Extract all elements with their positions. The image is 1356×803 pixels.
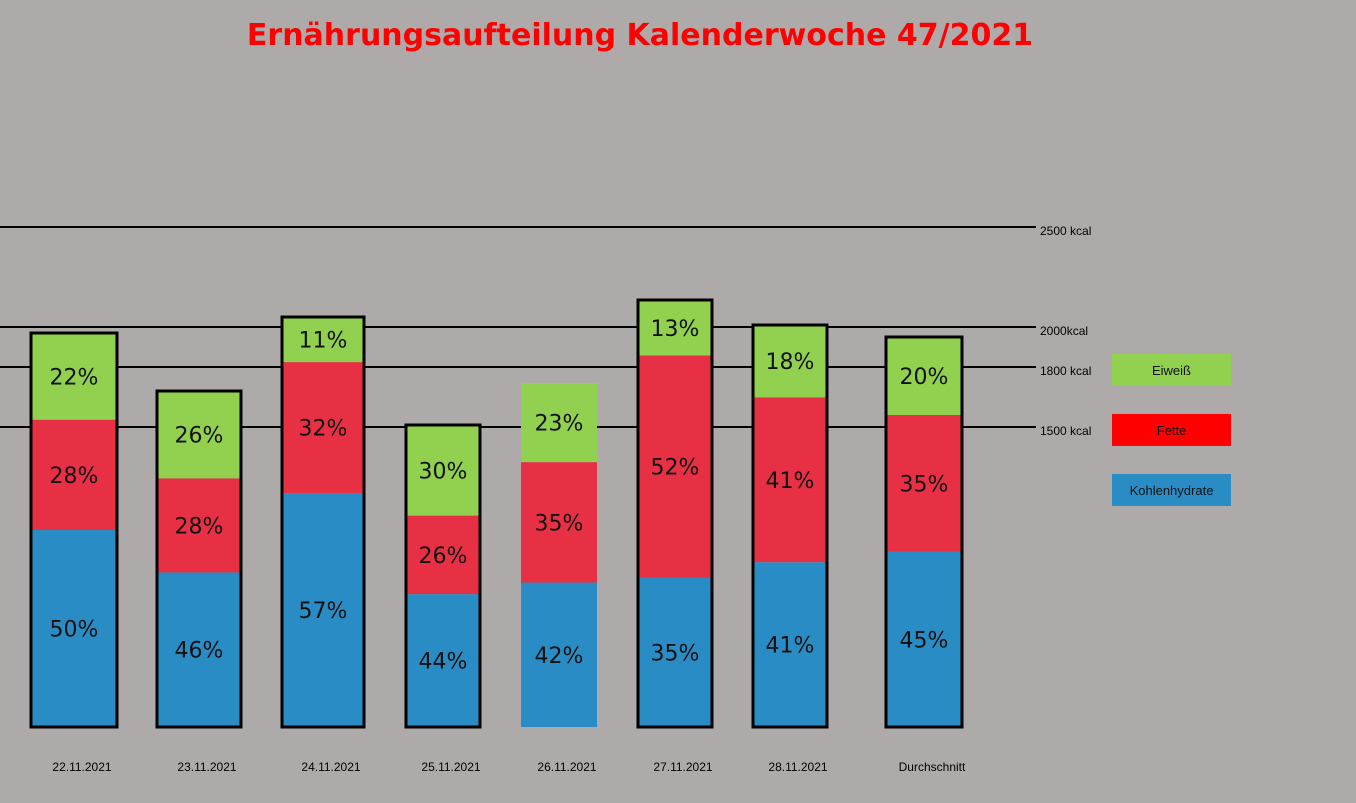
- data-label: 28%: [175, 514, 224, 539]
- reference-label-2500: 2500 kcal: [1040, 224, 1091, 238]
- bar-segment-eiweiß: [31, 333, 117, 420]
- legend-item-eiweiß: Eiweiß: [1112, 354, 1231, 386]
- legend-item-kohlenhydrate: Kohlenhydrate: [1112, 474, 1231, 506]
- bar-outline: [636, 298, 714, 729]
- bar-segment-eiweiß: [406, 425, 480, 516]
- data-label: 13%: [651, 317, 700, 342]
- reference-label-1500: 1500 kcal: [1040, 424, 1091, 438]
- bar-segment-kohlenhydrate: [638, 577, 712, 727]
- bar-segment-kohlenhydrate: [282, 493, 364, 727]
- data-label: 46%: [175, 639, 224, 664]
- bar-segment-kohlenhydrate: [31, 530, 117, 727]
- bar-outline: [280, 315, 366, 729]
- bar-segment-fette: [886, 415, 962, 552]
- bar-segment-kohlenhydrate: [157, 572, 241, 727]
- bar-segment-fette: [521, 462, 597, 583]
- bar-outline: [884, 335, 964, 729]
- category-label: 27.11.2021: [653, 760, 712, 774]
- bar-segment-eiweiß: [886, 337, 962, 415]
- bar-segment-kohlenhydrate: [406, 594, 480, 727]
- data-label: 44%: [419, 650, 468, 675]
- bar-segment-fette: [157, 478, 241, 573]
- bar-segment-fette: [753, 397, 827, 563]
- category-label: 24.11.2021: [301, 760, 360, 774]
- data-label: 18%: [766, 350, 815, 375]
- category-label: Durchschnitt: [899, 760, 966, 774]
- data-label: 23%: [535, 412, 584, 437]
- category-label: 26.11.2021: [537, 760, 596, 774]
- data-label: 32%: [299, 417, 348, 442]
- data-label: 41%: [766, 469, 815, 494]
- data-label: 41%: [766, 634, 815, 659]
- data-label: 26%: [175, 424, 224, 449]
- data-label: 35%: [651, 641, 700, 666]
- data-label: 28%: [50, 464, 99, 489]
- bar-segment-fette: [282, 362, 364, 494]
- bar-segment-eiweiß: [638, 300, 712, 356]
- data-label: 22%: [50, 365, 99, 390]
- legend-item-fette: Fette: [1112, 414, 1231, 446]
- data-label: 50%: [50, 618, 99, 643]
- bar-outline: [751, 323, 829, 729]
- data-label: 57%: [299, 599, 348, 624]
- data-label: 30%: [419, 459, 468, 484]
- data-label: 42%: [535, 644, 584, 669]
- bar-segment-kohlenhydrate: [886, 551, 962, 727]
- bar-segment-eiweiß: [753, 325, 827, 398]
- bar-segment-fette: [406, 515, 480, 595]
- data-label: 26%: [419, 544, 468, 569]
- data-label: 35%: [900, 472, 949, 497]
- bar-segment-fette: [31, 419, 117, 530]
- data-label: 35%: [535, 511, 584, 536]
- category-label: 23.11.2021: [177, 760, 236, 774]
- chart-title: Ernährungsaufteilung Kalenderwoche 47/20…: [246, 18, 1034, 53]
- data-label: 45%: [900, 628, 949, 653]
- bar-outline: [155, 389, 243, 729]
- data-label: 11%: [299, 329, 348, 354]
- bar-segment-fette: [638, 355, 712, 578]
- data-label: 52%: [651, 456, 700, 481]
- reference-label-2000: 2000kcal: [1040, 324, 1088, 338]
- bar-segment-eiweiß: [157, 391, 241, 479]
- bar-segment-eiweiß: [521, 383, 597, 463]
- bar-segment-eiweiß: [282, 317, 364, 363]
- data-label: 20%: [900, 365, 949, 390]
- bar-outline: [29, 331, 119, 729]
- category-label: 28.11.2021: [768, 760, 827, 774]
- bar-segment-kohlenhydrate: [521, 582, 597, 727]
- bar-segment-kohlenhydrate: [753, 562, 827, 727]
- category-label: 25.11.2021: [421, 760, 480, 774]
- bar-outline: [404, 423, 482, 729]
- category-label: 22.11.2021: [52, 760, 111, 774]
- reference-label-1800: 1800 kcal: [1040, 364, 1091, 378]
